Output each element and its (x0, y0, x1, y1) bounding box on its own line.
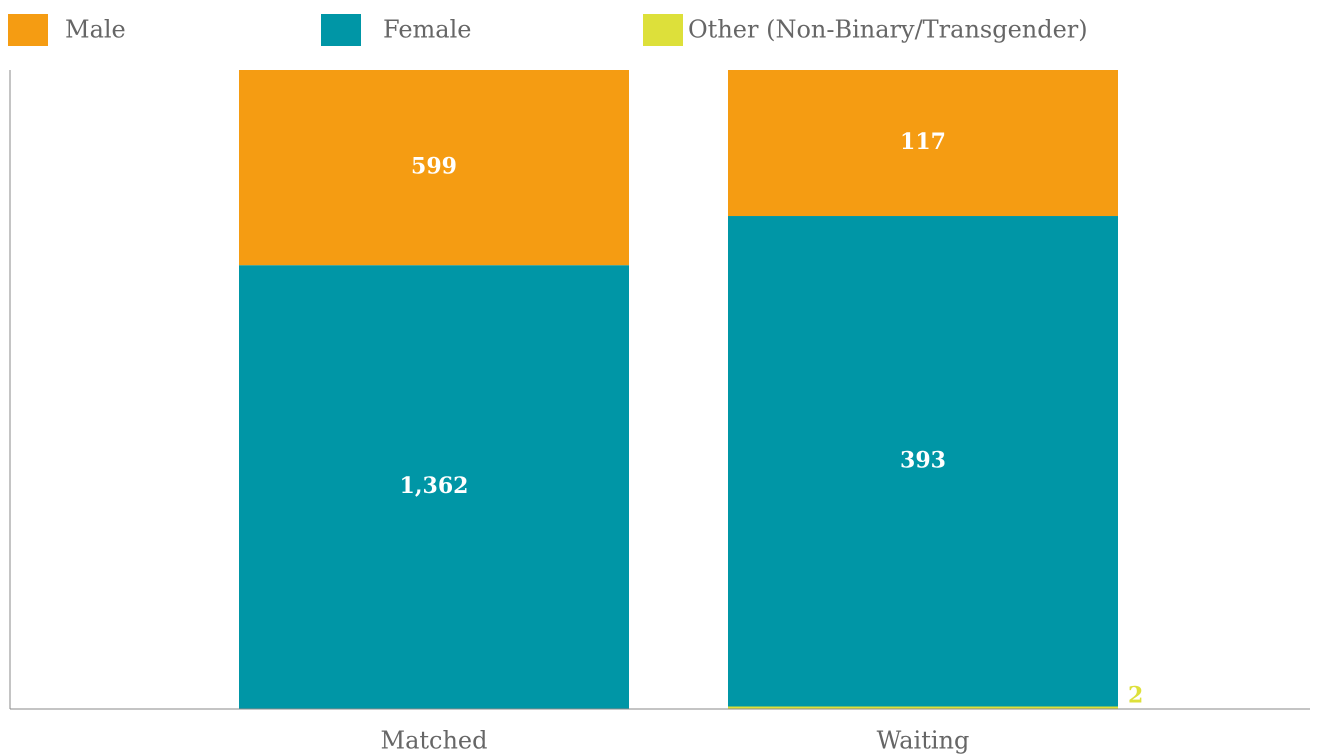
bar-segment (728, 706, 1118, 709)
legend-swatch (8, 14, 48, 46)
data-label: 599 (411, 154, 457, 180)
legend-label: Other (Non-Binary/Transgender) (688, 16, 1088, 44)
data-label: 117 (900, 129, 946, 155)
bar-segment (728, 70, 1118, 217)
bar-segment (239, 265, 629, 709)
x-tick-label: Matched (381, 727, 488, 755)
legend-swatch (643, 14, 683, 46)
data-label: 2 (1128, 683, 1143, 709)
data-label: 1,362 (400, 473, 469, 499)
legend-swatch (321, 14, 361, 46)
data-label: 393 (900, 447, 946, 473)
bar-segment (239, 70, 629, 266)
x-tick-label: Waiting (877, 727, 970, 755)
legend-label: Male (65, 16, 126, 44)
legend-label: Female (383, 16, 472, 44)
bar-segment (728, 216, 1118, 707)
